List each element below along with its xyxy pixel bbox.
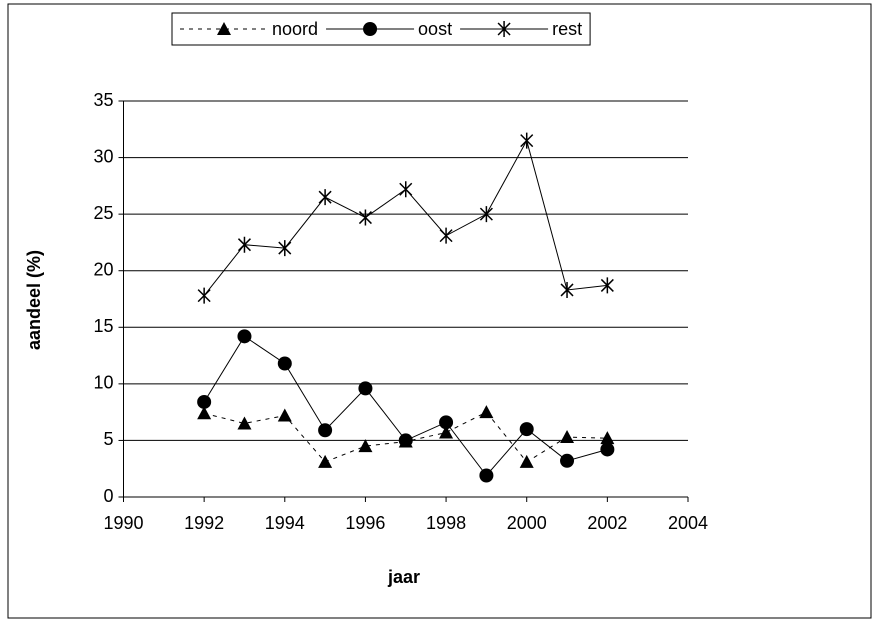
x-tick-label: 1998 (426, 513, 466, 533)
marker (519, 454, 534, 468)
marker (600, 442, 615, 457)
marker (237, 236, 251, 253)
y-tick-label: 30 (93, 146, 113, 166)
marker (277, 408, 292, 422)
marker (479, 405, 494, 419)
y-tick-label: 10 (93, 373, 113, 393)
marker (197, 406, 212, 420)
chart-frame (7, 3, 872, 619)
legend-label: noord (272, 19, 318, 39)
y-tick-label: 20 (93, 259, 113, 279)
x-tick-label: 2002 (587, 513, 627, 533)
marker (399, 181, 413, 198)
x-tick-label: 1994 (265, 513, 305, 533)
y-axis-label: aandeel (%) (24, 250, 44, 350)
marker (358, 439, 373, 453)
marker (398, 433, 413, 448)
marker (560, 281, 574, 298)
marker (363, 22, 378, 36)
marker (439, 227, 453, 244)
legend: noord oost rest (171, 12, 591, 46)
marker (217, 22, 231, 35)
marker (358, 209, 372, 226)
x-tick-label: 1990 (103, 513, 143, 533)
marker (479, 206, 493, 223)
x-tick-label: 2000 (507, 513, 547, 533)
marker (497, 21, 511, 37)
marker (520, 132, 534, 149)
marker (600, 277, 614, 294)
marker (439, 415, 454, 430)
y-tick-label: 0 (103, 486, 113, 506)
y-tick-label: 5 (103, 429, 113, 449)
y-tick-label: 35 (93, 90, 113, 110)
x-tick-label: 2004 (668, 513, 708, 533)
marker (519, 422, 534, 437)
legend-label: rest (552, 19, 582, 39)
marker (237, 416, 252, 430)
y-tick-label: 25 (93, 203, 113, 223)
marker (318, 423, 333, 438)
marker (560, 430, 575, 444)
x-axis-label: jaar (387, 567, 420, 587)
marker (197, 287, 211, 304)
marker (439, 425, 454, 439)
marker (318, 454, 333, 468)
marker (318, 189, 332, 206)
marker (560, 453, 575, 468)
x-tick-label: 1996 (345, 513, 385, 533)
x-tick-label: 1992 (184, 513, 224, 533)
marker (197, 394, 212, 409)
marker (358, 381, 373, 396)
marker (278, 240, 292, 257)
legend-label: oost (418, 19, 452, 39)
marker (479, 468, 494, 483)
marker (600, 431, 615, 445)
marker (237, 329, 252, 344)
y-tick-label: 15 (93, 316, 113, 336)
marker (277, 356, 292, 371)
